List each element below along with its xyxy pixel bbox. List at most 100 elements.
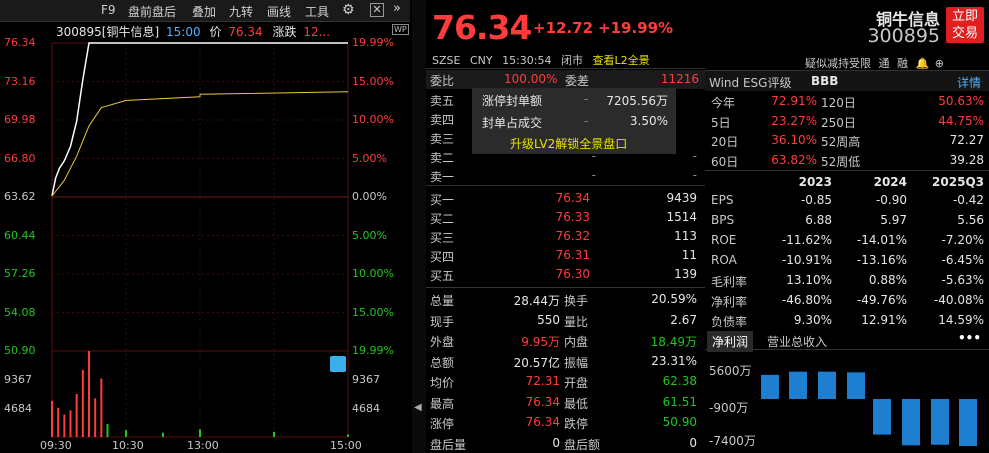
- panel-separator[interactable]: ◀: [412, 0, 426, 453]
- more-icon[interactable]: •••: [957, 331, 981, 345]
- bid-volume: 11: [681, 248, 697, 262]
- bell-icon[interactable]: 🔔: [915, 57, 930, 70]
- return-label: 52周低: [821, 154, 861, 169]
- stat-label: 内盘: [564, 335, 589, 349]
- return-label: 5日: [711, 115, 731, 130]
- limit-seal-box: 涨停封单额 - 7205.56万 封单占成交 - 3.50% 升级LV2解锁全景…: [472, 88, 676, 154]
- bid-volume: 139: [674, 267, 697, 281]
- fin-label: EPS: [711, 193, 734, 207]
- toolbar-overlay[interactable]: 叠加: [192, 5, 217, 19]
- volume-bar: [347, 434, 349, 437]
- bid-price: 76.30: [555, 267, 590, 281]
- chart-change-label: 涨跌: [272, 25, 297, 39]
- price-change: +12.72: [533, 19, 594, 37]
- trade-button-line2: 交易: [951, 26, 978, 41]
- expand-icon[interactable]: [330, 356, 346, 372]
- return-value: 39.28: [949, 152, 984, 167]
- ask-volume: -: [692, 149, 697, 163]
- fin-label: 净利率: [711, 295, 748, 309]
- seal-ratio-label: 封单占成交: [482, 116, 543, 130]
- y-tick-right: 0.00%: [352, 190, 387, 203]
- volume-tick-left: 4684: [4, 402, 32, 415]
- fin-row: 净利率 -46.80% -49.76% -40.08%: [705, 290, 989, 310]
- toolbar-f9[interactable]: F9: [101, 3, 116, 17]
- tong-icon[interactable]: 通: [878, 57, 890, 70]
- y-tick-left: 66.80: [4, 151, 36, 165]
- return-value: 50.63%: [938, 94, 984, 108]
- stat-value: 20.59%: [651, 292, 697, 306]
- ask-label: 卖三: [430, 132, 455, 146]
- weicha-value: 11216: [660, 72, 699, 86]
- profit-axis-mid: -900万: [709, 401, 749, 415]
- profit-bar: [818, 371, 836, 399]
- toolbar-nine-turn[interactable]: 九转: [229, 5, 254, 19]
- toolbar-tools[interactable]: 工具: [305, 5, 330, 19]
- avg-price-line: [51, 91, 349, 197]
- fin-header-2025q3: 2025Q3: [932, 175, 984, 189]
- wp-icon[interactable]: WP: [392, 24, 409, 35]
- reduction-warning[interactable]: 疑似减持受限: [805, 57, 871, 70]
- profit-bar: [959, 399, 977, 446]
- return-label: 20日: [711, 135, 739, 149]
- weicha-label: 委差: [565, 74, 590, 88]
- fin-label: ROE: [711, 233, 737, 247]
- bid-volume: 113: [674, 229, 697, 243]
- esg-label: Wind ESG评级: [709, 76, 792, 90]
- quote-panel: 76.34 +12.72 +19.99% SZSE CNY 15:30:54 闭…: [426, 0, 705, 453]
- volume-bar: [100, 378, 103, 437]
- chart-code-name: 300895[铜牛信息]: [56, 25, 160, 39]
- exchange: SZSE: [432, 54, 461, 67]
- upgrade-lv2-link[interactable]: 升级LV2解锁全景盘口: [510, 137, 628, 151]
- toolbar-premarket[interactable]: 盘前盘后: [128, 5, 177, 19]
- l2-link[interactable]: 查看L2全景: [592, 54, 650, 67]
- rong-icon[interactable]: 融: [897, 57, 908, 70]
- detail-link[interactable]: 详情: [956, 76, 981, 90]
- stat-row: 总量 28.44万 换手 20.59%: [426, 290, 705, 309]
- plus-icon[interactable]: ⊕: [934, 57, 944, 70]
- stat-label: 均价: [430, 376, 455, 390]
- collapse-arrow-icon[interactable]: ◀: [414, 402, 422, 413]
- ask-row: 卖一 - -: [426, 166, 705, 185]
- stat-label: 最低: [564, 396, 589, 411]
- intraday-chart: [51, 42, 349, 438]
- fin-header-row: 2023 2024 2025Q3: [705, 172, 989, 192]
- stat-label: 最高: [430, 396, 455, 411]
- price-change-pct: +19.99%: [598, 19, 674, 37]
- tab-revenue[interactable]: 营业总收入: [767, 335, 828, 349]
- ask-label: 卖一: [430, 170, 455, 184]
- return-row: 20日 36.10% 52周高 72.27: [705, 130, 989, 150]
- quote-time: 15:30:54: [502, 54, 552, 67]
- stat-label: 总额: [430, 355, 455, 370]
- tab-net-profit[interactable]: 净利润: [707, 331, 754, 352]
- chart-toolbar: F9 盘前盘后 叠加 九转 画线 工具 ⚙ ✕ »: [0, 0, 410, 22]
- stock-name: 铜牛信息: [875, 10, 940, 29]
- fin-value: -11.62%: [781, 233, 832, 247]
- trade-now-button[interactable]: 立即 交易: [946, 7, 984, 43]
- double-chevron-right-icon[interactable]: »: [393, 1, 401, 16]
- y-tick-left: 73.16: [4, 74, 36, 88]
- stat-value: 0: [689, 435, 697, 450]
- fin-value: -10.91%: [781, 253, 832, 267]
- esg-rating: BBB: [811, 74, 839, 88]
- bid-row: 买一 76.34 9439: [426, 189, 705, 208]
- y-tick-right: 15.00%: [352, 305, 394, 319]
- return-value: 36.10%: [771, 133, 817, 147]
- toolbar-draw-line[interactable]: 画线: [267, 5, 292, 19]
- stat-value: 20.57亿: [513, 355, 560, 370]
- volume-tick-right: 4684: [352, 402, 380, 415]
- return-label: 250日: [821, 115, 856, 130]
- bid-volume: 9439: [666, 191, 697, 205]
- fin-label: 毛利率: [711, 275, 748, 289]
- volume-bar: [51, 400, 53, 437]
- stat-value: 61.51: [662, 394, 697, 409]
- bid-volume: 1514: [666, 210, 697, 224]
- bid-label: 买四: [430, 250, 455, 264]
- ask-label: 卖二: [430, 151, 455, 165]
- x-tick: 10:30: [112, 439, 144, 452]
- volume-bar: [125, 430, 127, 437]
- y-tick-right: 19.99%: [352, 344, 394, 357]
- gear-icon[interactable]: ⚙: [342, 2, 355, 18]
- y-tick-left: 69.98: [4, 113, 36, 126]
- close-icon[interactable]: ✕: [370, 3, 384, 17]
- profit-bar: [902, 399, 920, 446]
